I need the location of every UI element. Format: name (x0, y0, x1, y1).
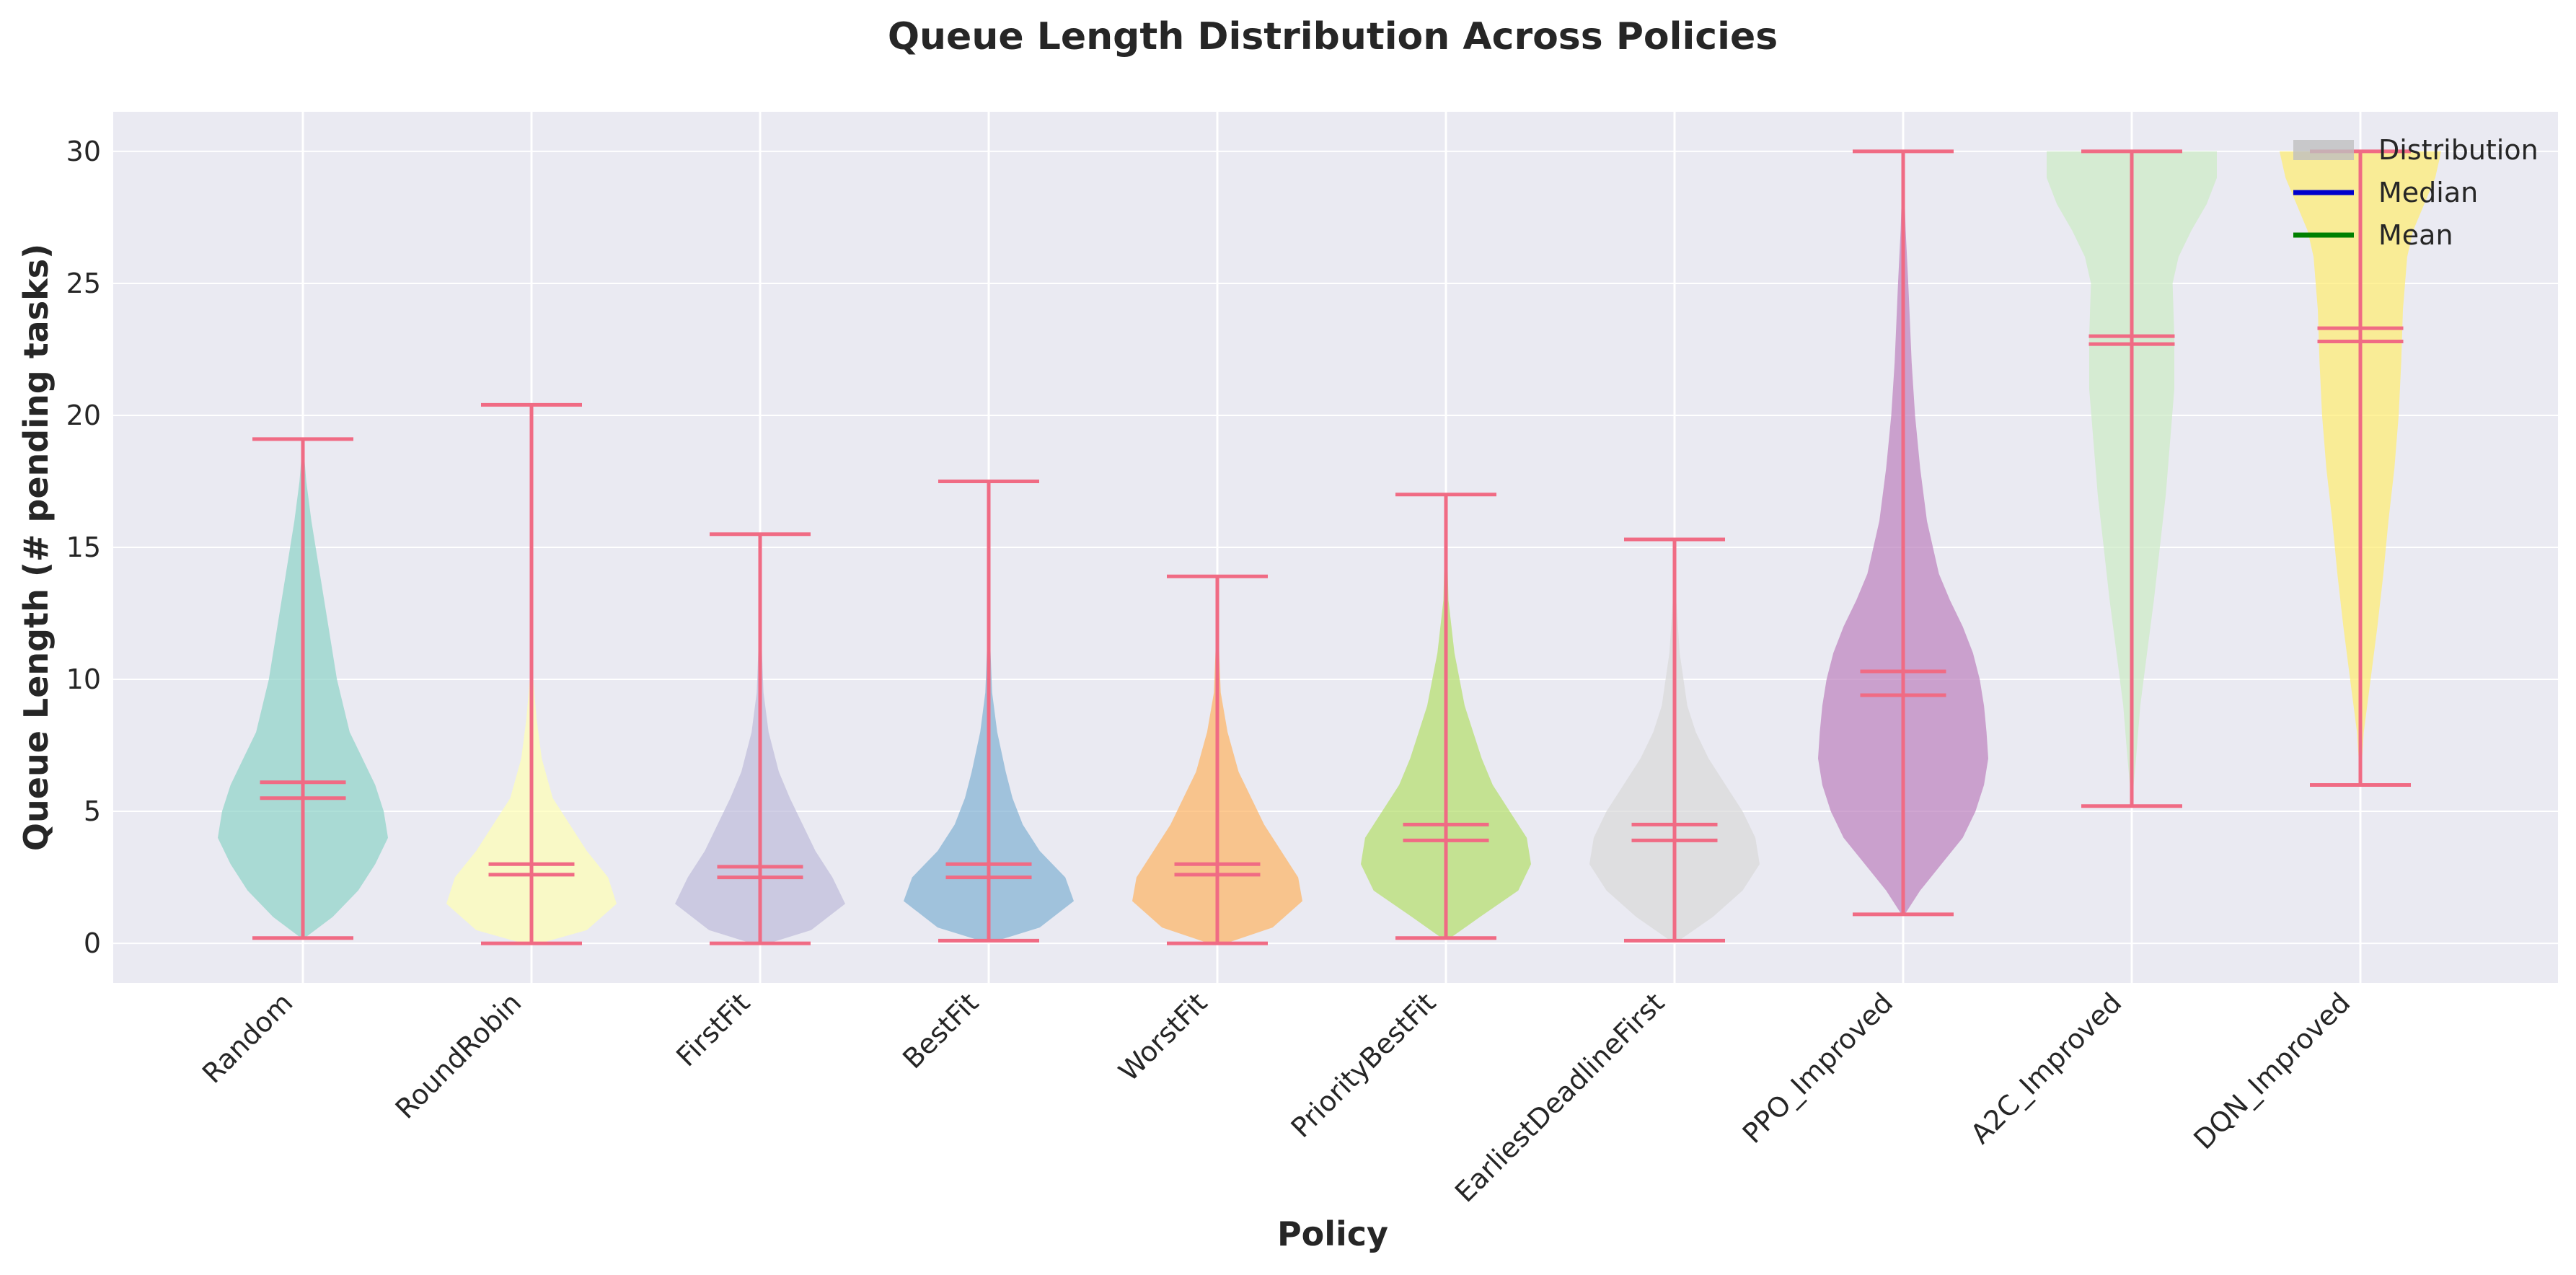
y-axis-label: Queue Length (# pending tasks) (17, 244, 56, 851)
chart-title: Queue Length Distribution Across Policie… (888, 15, 1778, 58)
y-axis-ticks: 0 5 10 15 20 25 30 (66, 136, 101, 959)
legend-label: Distribution (2378, 134, 2538, 166)
x-axis-ticks: Random RoundRobin FirstFit BestFit WorstFit P… (196, 987, 2356, 1208)
x-tick-label: EarliestDeadlineFirst (1449, 987, 1670, 1208)
y-tick-label: 20 (66, 400, 101, 431)
x-tick-label: PriorityBestFit (1285, 987, 1442, 1144)
y-tick-label: 0 (84, 927, 101, 959)
y-tick-label: 15 (66, 531, 101, 563)
x-tick-label: WorstFit (1113, 987, 1214, 1088)
x-tick-label: FirstFit (670, 987, 756, 1072)
x-tick-label: DQN_Improved (2187, 987, 2356, 1155)
y-tick-label: 25 (66, 268, 101, 299)
x-tick-label: RoundRobin (389, 987, 528, 1125)
x-tick-label: BestFit (896, 987, 984, 1075)
x-tick-label: PPO_Improved (1737, 987, 1900, 1150)
legend-patch-distribution (2293, 140, 2354, 160)
y-tick-label: 30 (66, 136, 101, 167)
legend: Distribution Median Mean (2293, 134, 2538, 251)
legend-label: Mean (2378, 219, 2453, 251)
x-axis-label: Policy (1277, 1214, 1388, 1253)
legend-label: Median (2378, 177, 2478, 208)
x-tick-label: Random (196, 987, 299, 1089)
x-tick-label: A2C_Improved (1964, 987, 2127, 1150)
y-tick-label: 10 (66, 663, 101, 695)
summary-markers (252, 149, 2411, 945)
y-tick-label: 5 (84, 795, 101, 827)
